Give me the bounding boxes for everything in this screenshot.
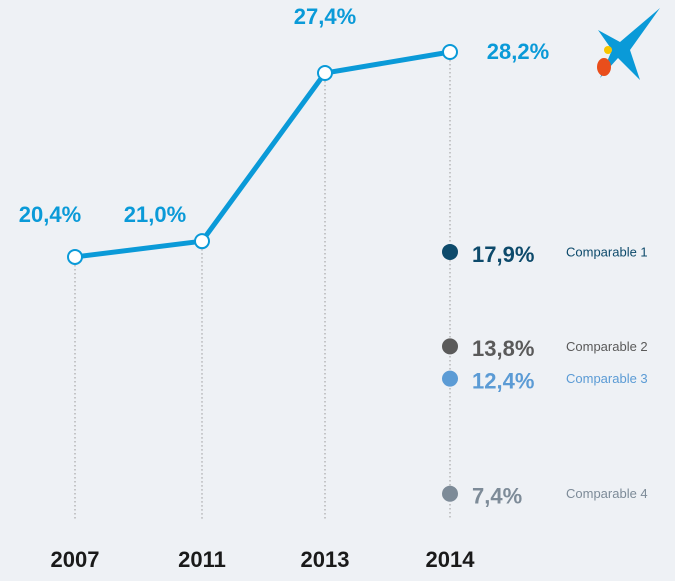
comparable-point <box>442 485 458 502</box>
comparable-value-label: 13,8% <box>472 336 534 361</box>
comparable-name: Comparable 2 <box>566 339 648 354</box>
point <box>67 248 83 265</box>
comparable-name: Comparable 1 <box>566 244 648 259</box>
value-label: 21,0% <box>124 202 186 227</box>
logo <box>597 8 660 80</box>
value-label: 27,4% <box>294 4 356 29</box>
comparable-value-label: 12,4% <box>472 368 534 393</box>
comparable-point <box>442 243 458 260</box>
x-tick-label: 2007 <box>51 547 100 572</box>
x-tick-label: 2013 <box>301 547 350 572</box>
point <box>442 43 458 60</box>
point <box>194 233 210 250</box>
comparable-point <box>442 370 458 387</box>
x-tick-label: 2011 <box>178 547 226 572</box>
point <box>317 65 333 82</box>
x-tick-label: 2014 <box>426 547 476 572</box>
value-label: 20,4% <box>19 202 81 227</box>
comparable-point <box>442 338 458 355</box>
comparable-name: Comparable 3 <box>566 371 648 386</box>
comparable-value-label: 17,9% <box>472 242 534 267</box>
comparable-value-label: 7,4% <box>472 484 522 509</box>
line <box>74 49 451 260</box>
value-label: 28,2% <box>487 39 549 64</box>
comparable-name: Comparable 4 <box>566 486 648 501</box>
